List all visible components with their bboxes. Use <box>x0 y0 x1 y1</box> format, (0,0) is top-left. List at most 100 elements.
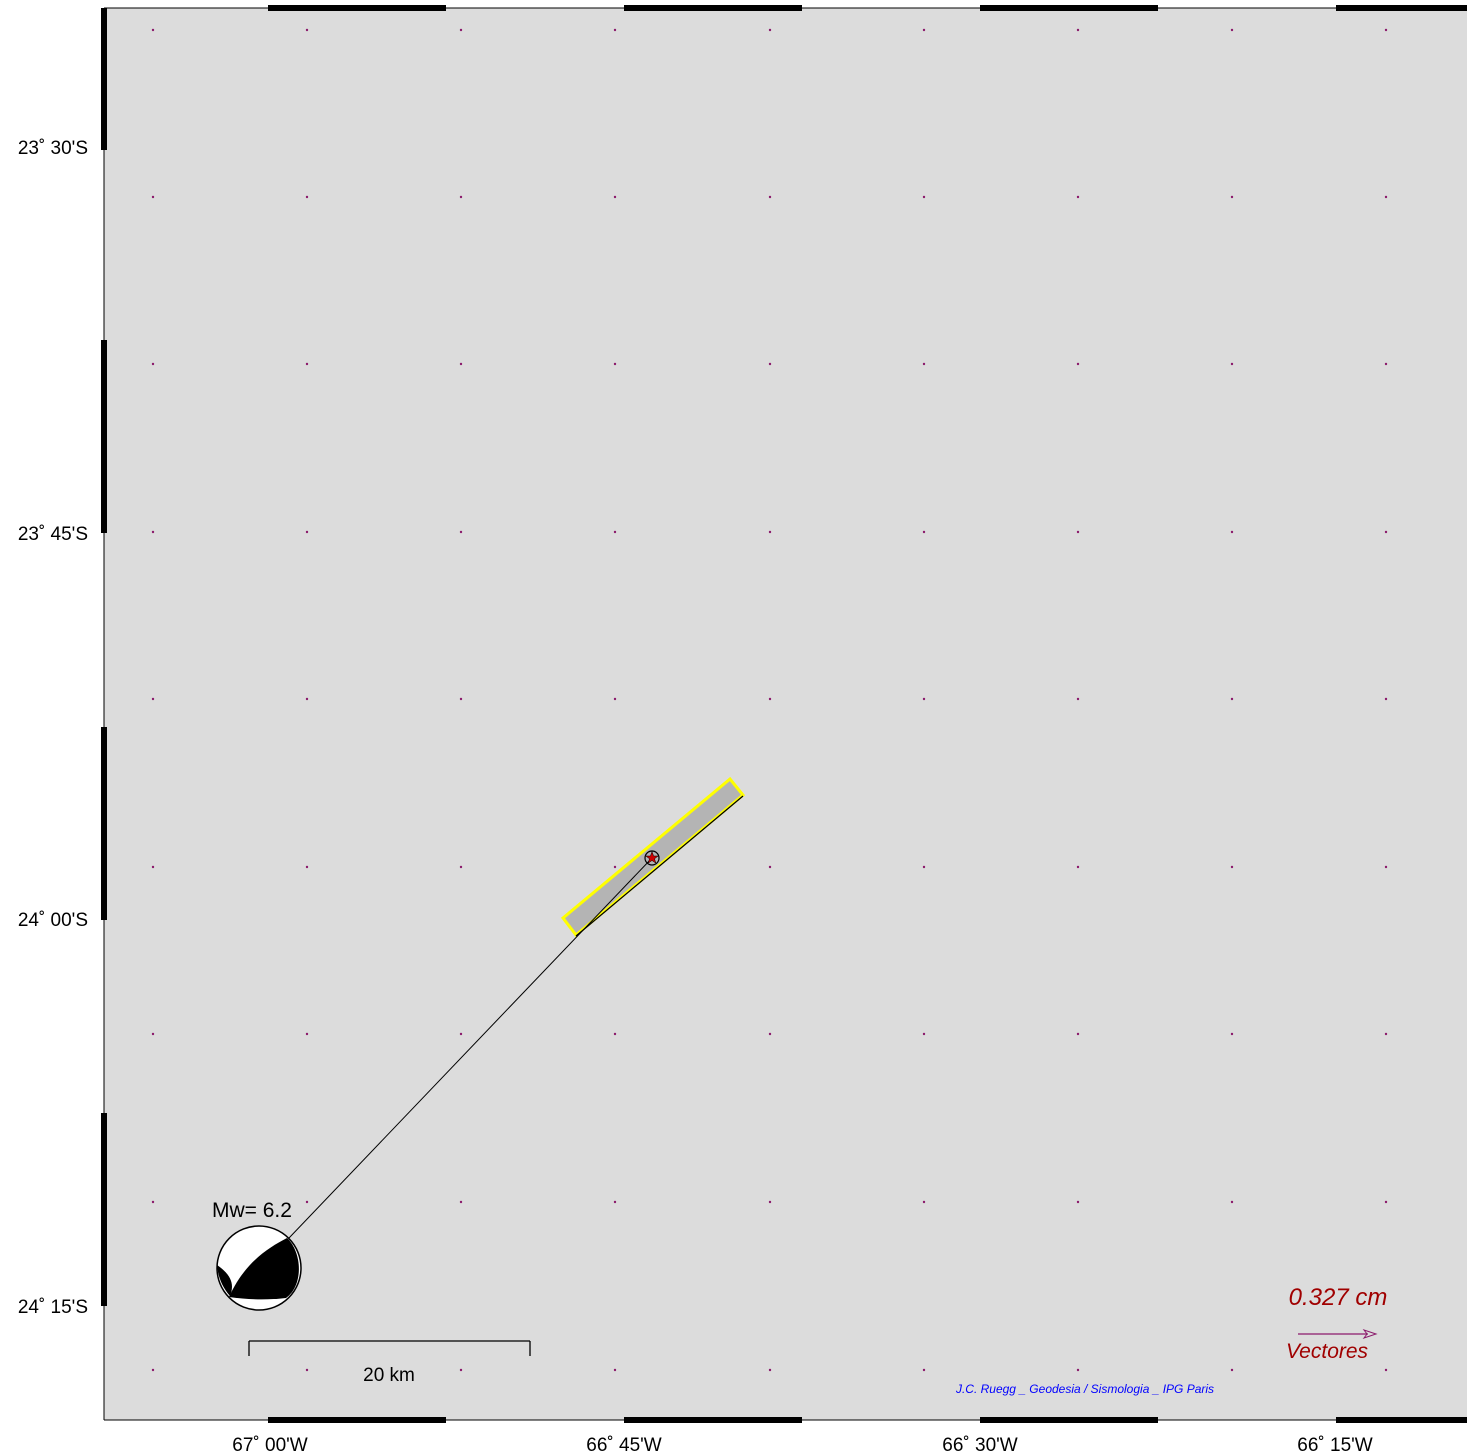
scale-bar <box>248 1340 531 1356</box>
frame-bar-segment <box>980 5 1158 11</box>
magnitude-label: Mw= 6.2 <box>212 1199 292 1222</box>
frame-bar-segment <box>624 5 802 11</box>
lon-label-66-45: 66˚ 45'W <box>586 1435 662 1456</box>
lat-label-24-15: 24˚ 15'S <box>18 1297 88 1318</box>
grid-dot <box>459 1032 463 1036</box>
grid-dot <box>305 1032 309 1036</box>
grid-dot <box>1230 1032 1234 1036</box>
grid-dot <box>1076 1200 1080 1204</box>
map-area <box>104 8 1467 1420</box>
grid-dot <box>151 530 155 534</box>
grid-dot <box>459 362 463 366</box>
lat-label-24-00: 24˚ 00'S <box>18 910 88 931</box>
grid-dot <box>613 1368 617 1372</box>
grid-dot <box>922 697 926 701</box>
frame-bar-segment <box>268 1417 446 1423</box>
frame-bar-segment <box>980 1417 1158 1423</box>
grid-dot <box>613 28 617 32</box>
frame-bar-segment <box>1336 5 1467 11</box>
grid-dot <box>922 1368 926 1372</box>
grid-dot <box>459 28 463 32</box>
grid-dot <box>151 195 155 199</box>
grid-dot <box>922 362 926 366</box>
grid-dot <box>922 1200 926 1204</box>
epicenter-icon <box>644 850 660 866</box>
grid-dot <box>1076 28 1080 32</box>
frame-bar-segment <box>1336 1417 1467 1423</box>
fault-trace <box>575 795 744 937</box>
scale-bar-label: 20 km <box>363 1365 415 1386</box>
lat-label-23-30: 23˚ 30'S <box>18 138 88 159</box>
grid-dot <box>1076 362 1080 366</box>
lon-label-67-00: 67˚ 00'W <box>232 1435 308 1456</box>
grid-dot <box>922 195 926 199</box>
grid-dot <box>1230 362 1234 366</box>
grid-dot <box>1384 28 1388 32</box>
grid-dot <box>1076 1368 1080 1372</box>
frame-bar-segment <box>624 1417 802 1423</box>
grid-dot <box>305 697 309 701</box>
grid-dot <box>922 530 926 534</box>
grid-dot <box>305 1200 309 1204</box>
grid-dot <box>459 195 463 199</box>
grid-dot <box>151 362 155 366</box>
grid-dot <box>1384 195 1388 199</box>
grid-dot <box>151 865 155 869</box>
credit-text: J.C. Ruegg _ Geodesia / Sismologia _ IPG… <box>955 1382 1214 1396</box>
grid-dot <box>613 1032 617 1036</box>
grid-dot <box>1384 865 1388 869</box>
grid-dot <box>1384 1032 1388 1036</box>
grid-dot <box>922 1032 926 1036</box>
grid-dot <box>768 697 772 701</box>
grid-dot <box>459 865 463 869</box>
beachball-icon <box>216 1225 302 1311</box>
grid-dot <box>768 1200 772 1204</box>
longitude-labels: 67˚ 00'W 66˚ 45'W 66˚ 30'W 66˚ 15'W <box>232 1435 1373 1456</box>
grid-dot <box>459 530 463 534</box>
grid-dot <box>1230 28 1234 32</box>
grid-dot <box>768 1032 772 1036</box>
latitude-labels: 23˚ 30'S 23˚ 45'S 24˚ 00'S 24˚ 15'S <box>18 138 88 1318</box>
grid-dots <box>151 28 1388 1372</box>
grid-dot <box>768 195 772 199</box>
grid-dot <box>1384 697 1388 701</box>
grid-dot <box>1384 530 1388 534</box>
grid-dot <box>459 1368 463 1372</box>
grid-dot <box>151 1200 155 1204</box>
grid-dot <box>613 1200 617 1204</box>
vector-scale-value: 0.327 cm <box>1289 1284 1388 1311</box>
frame-bar-segment <box>101 340 107 533</box>
grid-dot <box>305 362 309 366</box>
grid-dot <box>1076 697 1080 701</box>
grid-dot <box>459 697 463 701</box>
grid-dot <box>1230 1200 1234 1204</box>
vector-legend-label: Vectores <box>1286 1340 1369 1363</box>
grid-dot <box>768 530 772 534</box>
grid-dot <box>305 195 309 199</box>
lon-label-66-15: 66˚ 15'W <box>1297 1435 1373 1456</box>
grid-dot <box>768 865 772 869</box>
grid-dot <box>305 865 309 869</box>
grid-dot <box>922 28 926 32</box>
grid-dot <box>151 697 155 701</box>
grid-dot <box>305 530 309 534</box>
grid-dot <box>613 865 617 869</box>
grid-dot <box>151 1032 155 1036</box>
grid-dot <box>768 362 772 366</box>
map-frame-bars <box>101 5 1467 1423</box>
grid-dot <box>1076 530 1080 534</box>
vector-arrow-icon <box>1298 1329 1378 1339</box>
grid-dot <box>613 195 617 199</box>
grid-dot <box>1076 865 1080 869</box>
grid-dot <box>151 28 155 32</box>
grid-dot <box>1384 362 1388 366</box>
frame-bar-segment <box>101 1113 107 1306</box>
grid-dot <box>1230 195 1234 199</box>
grid-dot <box>613 697 617 701</box>
grid-dot <box>613 362 617 366</box>
grid-dot <box>305 28 309 32</box>
grid-dot <box>613 530 617 534</box>
grid-dot <box>1076 195 1080 199</box>
